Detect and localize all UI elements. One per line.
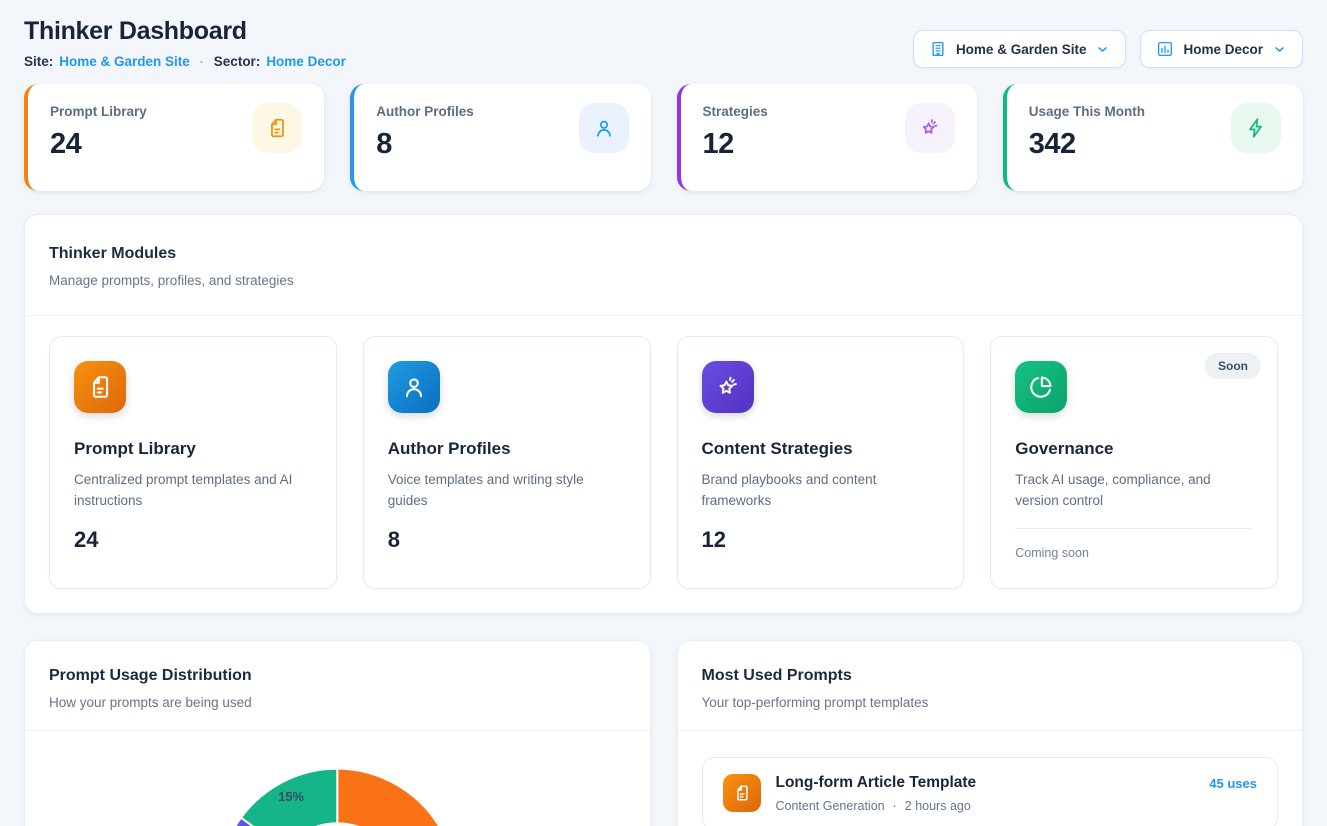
prompts-card-header: Most Used Prompts Your top-performing pr… [678,641,1303,731]
prompt-item-category: Content Generation [776,799,885,813]
bottom-row: Prompt Usage Distribution How your promp… [24,640,1303,826]
user-icon [579,103,629,153]
module-card-content-strategies[interactable]: Content Strategies Brand playbooks and c… [677,336,965,589]
page-header: Thinker Dashboard Site: Home & Garden Si… [24,16,1303,69]
sector-label: Sector: [214,54,261,69]
header-titles: Thinker Dashboard Site: Home & Garden Si… [24,16,346,69]
module-title: Author Profiles [388,439,626,459]
stat-card-strategies: Strategies 12 [677,84,977,191]
prompt-item-title: Long-form Article Template [776,774,977,792]
donut-segment-label: 15% [278,789,304,804]
dashboard-page: Thinker Dashboard Site: Home & Garden Si… [0,0,1327,826]
prompts-card-subtitle: Your top-performing prompt templates [702,695,1279,710]
sparkle-star-icon [905,103,955,153]
modules-panel-header: Thinker Modules Manage prompts, profiles… [25,215,1302,316]
breadcrumb-dot: · [196,55,208,69]
site-selector-label: Home & Garden Site [956,42,1087,57]
lightning-icon [1231,103,1281,153]
stat-card-author-profiles: Author Profiles 8 [350,84,650,191]
sector-selector-label: Home Decor [1183,42,1263,57]
usage-card-title: Prompt Usage Distribution [49,667,626,685]
divider [1015,528,1253,529]
prompt-item-time: 2 hours ago [905,799,971,813]
module-title: Prompt Library [74,439,312,459]
module-description: Centralized prompt templates and AI inst… [74,470,312,512]
stat-card-usage: Usage This Month 342 [1003,84,1303,191]
document-icon [252,103,302,153]
building-icon [929,40,947,58]
usage-card-header: Prompt Usage Distribution How your promp… [25,641,650,731]
module-card-author-profiles[interactable]: Author Profiles Voice templates and writ… [363,336,651,589]
document-icon [74,361,126,413]
document-icon [723,774,761,812]
module-title: Governance [1015,439,1253,459]
prompt-list-item[interactable]: Long-form Article Template Content Gener… [702,757,1279,826]
stats-row: Prompt Library 24 Author Profiles 8 Stra… [24,84,1303,191]
donut-segment-orange [337,769,456,826]
donut-chart-svg: 15% [25,732,650,826]
sector-link[interactable]: Home Decor [266,54,346,69]
prompt-item-uses-badge: 45 uses [1209,776,1257,791]
prompt-item-text: Long-form Article Template Content Gener… [776,774,977,813]
coming-soon-text: Coming soon [1015,546,1253,560]
module-description: Brand playbooks and content frameworks [702,470,940,512]
chevron-down-icon [1272,42,1287,57]
breadcrumb: Site: Home & Garden Site · Sector: Home … [24,54,346,69]
module-count: 24 [74,527,312,553]
thinker-modules-panel: Thinker Modules Manage prompts, profiles… [24,214,1303,614]
module-count: 12 [702,527,940,553]
stat-card-prompt-library: Prompt Library 24 [24,84,324,191]
prompt-list: Long-form Article Template Content Gener… [678,731,1303,826]
modules-panel-title: Thinker Modules [49,245,1278,263]
prompts-card-title: Most Used Prompts [702,667,1279,685]
usage-card-subtitle: How your prompts are being used [49,695,626,710]
prompt-item-meta: Content Generation · 2 hours ago [776,799,977,813]
module-card-governance: Soon Governance Track AI usage, complian… [990,336,1278,589]
module-title: Content Strategies [702,439,940,459]
bar-chart-icon [1156,40,1174,58]
donut-chart: 15% [25,731,650,826]
module-description: Track AI usage, compliance, and version … [1015,470,1253,512]
pie-chart-icon [1015,361,1067,413]
modules-grid: Prompt Library Centralized prompt templa… [25,316,1302,613]
page-title: Thinker Dashboard [24,16,346,46]
soon-badge: Soon [1205,353,1261,379]
most-used-prompts-card: Most Used Prompts Your top-performing pr… [677,640,1304,826]
module-description: Voice templates and writing style guides [388,470,626,512]
modules-panel-subtitle: Manage prompts, profiles, and strategies [49,273,1278,288]
sparkle-star-icon [702,361,754,413]
header-selectors: Home & Garden Site Home Decor [913,30,1303,68]
module-count: 8 [388,527,626,553]
meta-dot: · [893,799,897,813]
module-card-prompt-library[interactable]: Prompt Library Centralized prompt templa… [49,336,337,589]
sector-selector-button[interactable]: Home Decor [1140,30,1303,68]
site-label: Site: [24,54,53,69]
prompt-usage-card: Prompt Usage Distribution How your promp… [24,640,651,826]
site-selector-button[interactable]: Home & Garden Site [913,30,1127,68]
user-icon [388,361,440,413]
site-link[interactable]: Home & Garden Site [59,54,190,69]
chevron-down-icon [1095,42,1110,57]
